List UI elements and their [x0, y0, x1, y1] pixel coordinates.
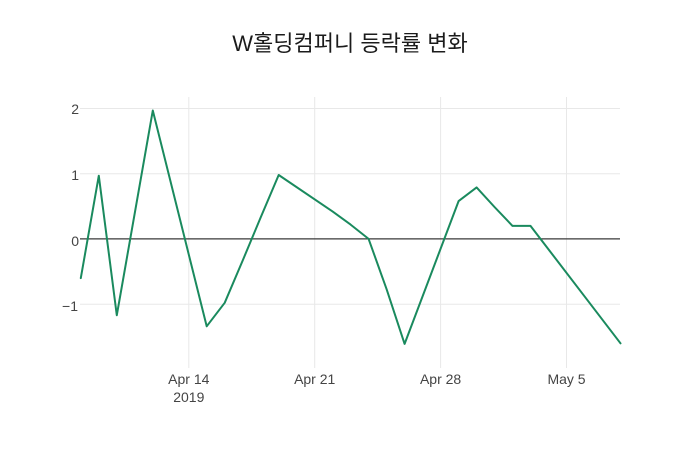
svg-text:Apr 21: Apr 21	[294, 371, 335, 387]
svg-text:2: 2	[71, 101, 79, 117]
svg-text:Apr 28: Apr 28	[420, 371, 461, 387]
svg-text:Apr 14: Apr 14	[168, 371, 209, 387]
svg-text:May 5: May 5	[547, 371, 585, 387]
svg-text:1: 1	[71, 167, 79, 183]
svg-text:2019: 2019	[173, 389, 204, 405]
svg-text:−1: −1	[62, 298, 78, 314]
svg-text:0: 0	[71, 233, 79, 249]
